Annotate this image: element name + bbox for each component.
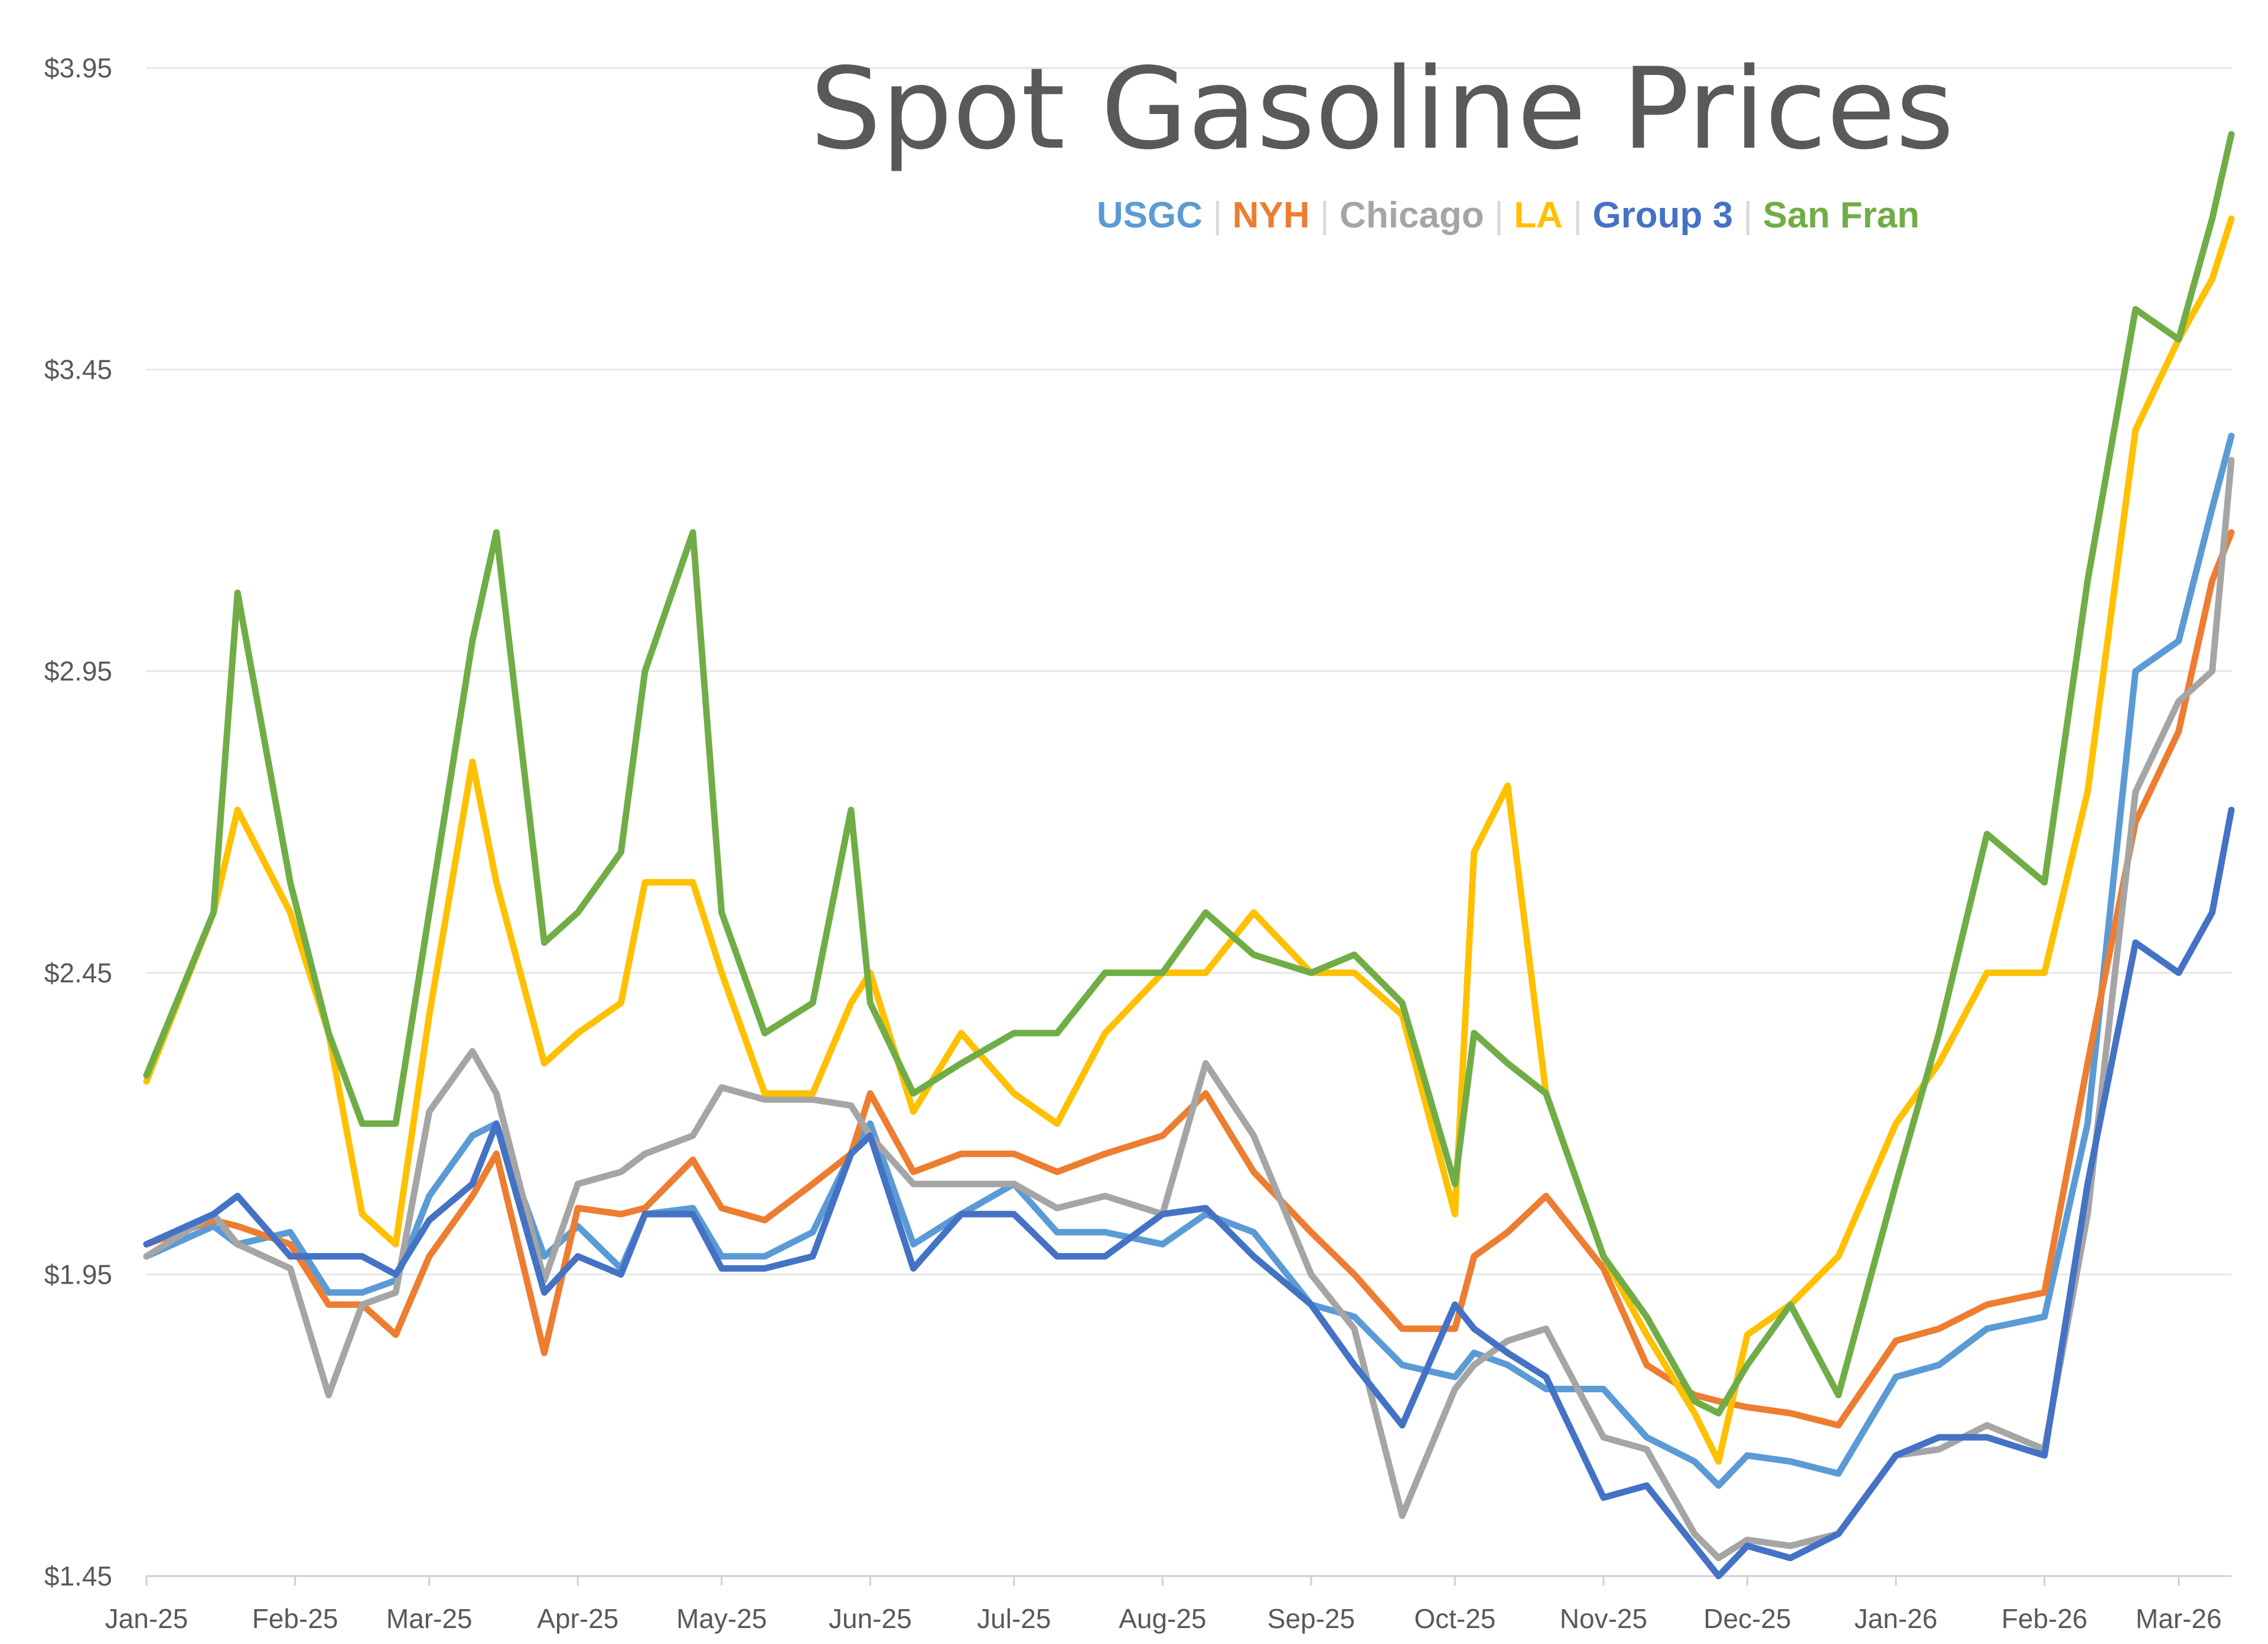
y-tick-label: $1.95	[44, 1259, 112, 1290]
x-tick-label: Jul-25	[977, 1603, 1051, 1634]
y-tick-label: $1.45	[44, 1561, 112, 1591]
x-tick-label: Feb-26	[2002, 1603, 2088, 1634]
chart-title: Spot Gasoline Prices	[810, 44, 1954, 174]
x-tick-label: May-25	[676, 1603, 767, 1634]
series-line-group-3	[143, 806, 2235, 1580]
x-tick-label: Jan-25	[105, 1603, 188, 1634]
legend: USGC | NYH | Chicago | LA | Group 3 | Sa…	[1097, 195, 1920, 236]
series-line-san-fran	[143, 131, 2235, 1417]
x-tick-label: Sep-25	[1267, 1603, 1355, 1634]
x-tick-label: Apr-25	[537, 1603, 618, 1634]
gridlines	[146, 67, 2231, 1275]
x-tick-label: Oct-25	[1414, 1603, 1495, 1634]
y-tick-label: $2.45	[44, 958, 112, 988]
x-tick-label: Jan-26	[1855, 1603, 1938, 1634]
legend-separator: |	[1563, 195, 1593, 236]
y-tick-label: $3.45	[44, 354, 112, 385]
legend-entry-la: LA	[1514, 195, 1563, 236]
x-tick-label: Mar-25	[386, 1603, 472, 1634]
x-tick-label: Jun-25	[829, 1603, 912, 1634]
y-tick-label: $2.95	[44, 656, 112, 686]
series-line-usgc	[143, 432, 2235, 1489]
legend-separator: |	[1484, 195, 1514, 236]
series-line-nyh	[143, 529, 2235, 1429]
legend-separator: |	[1203, 195, 1233, 236]
legend-entry-san-fran: San Fran	[1763, 195, 1920, 236]
y-tick-label: $3.95	[44, 53, 112, 83]
legend-separator: |	[1310, 195, 1340, 236]
series-line-chicago	[143, 457, 2235, 1561]
legend-entry-nyh: NYH	[1233, 195, 1310, 236]
legend-separator: |	[1733, 195, 1763, 236]
x-tick-label: Nov-25	[1560, 1603, 1647, 1634]
legend-entry-usgc: USGC	[1097, 195, 1203, 236]
x-tick-label: Dec-25	[1703, 1603, 1791, 1634]
x-tick-label: Feb-25	[252, 1603, 338, 1634]
y-axis-tick-labels: $3.95 $3.45 $2.95 $2.45 $1.95 $1.45	[44, 53, 112, 1591]
legend-entry-chicago: Chicago	[1340, 195, 1484, 236]
x-axis-tick-labels: Jan-25 Feb-25 Mar-25 Apr-25 May-25 Jun-25 Jul-…	[105, 1603, 2222, 1634]
series-lines	[143, 131, 2235, 1580]
x-axis	[145, 1575, 2231, 1586]
x-tick-label: Mar-26	[2136, 1603, 2222, 1634]
x-tick-label: Aug-25	[1119, 1603, 1206, 1634]
legend-entry-group-3: Group 3	[1592, 195, 1733, 236]
